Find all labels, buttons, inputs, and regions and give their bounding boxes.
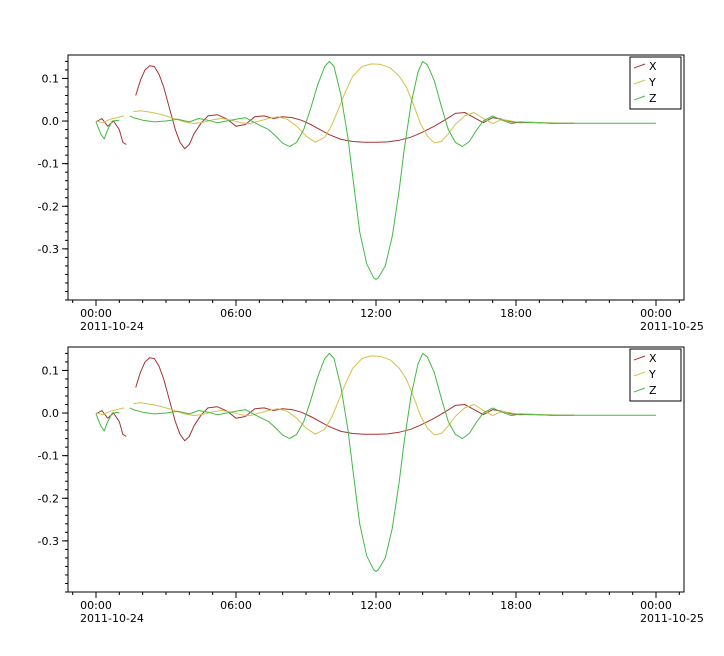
legend-label-Z: Z	[649, 384, 657, 397]
x-tick-label: 00:00	[80, 599, 112, 612]
chart-panel-0: 00:00 06:00 12:00 18:00 00:00 0.1 0.0 -0.1 -0.2 -…	[38, 54, 704, 333]
series-line-Y	[95, 355, 575, 436]
x-tick-label: 06:00	[220, 307, 252, 320]
x-tick-label: 00:00	[80, 307, 112, 320]
y-tick-label: 0.0	[42, 115, 60, 128]
legend-swatch-Z	[633, 387, 646, 393]
x-tick-label: 00:00	[640, 599, 672, 612]
axes-frame	[67, 346, 685, 593]
series-line-Y	[95, 63, 575, 144]
legend-label-Y: Y	[648, 76, 656, 89]
legend-swatch-X	[633, 63, 646, 69]
x-date-right: 2011-10-25	[640, 612, 704, 625]
legend-swatch-Z	[633, 95, 646, 101]
x-tick-label: 06:00	[220, 599, 252, 612]
series-line-X	[95, 357, 575, 442]
legend-box	[629, 56, 682, 110]
series-line-Z	[95, 352, 656, 572]
y-tick-label: -0.3	[38, 243, 59, 256]
legend-swatch-X	[633, 355, 646, 361]
x-date-right: 2011-10-25	[640, 320, 704, 333]
legend-swatch-Y	[633, 371, 646, 377]
y-tick-label: -0.3	[38, 535, 59, 548]
x-date-left: 2011-10-24	[80, 612, 144, 625]
y-tick-label: -0.2	[38, 492, 59, 505]
y-tick-label: 0.1	[42, 364, 60, 377]
axes-frame	[67, 54, 685, 301]
legend-label-X: X	[649, 60, 657, 73]
y-tick-label: -0.2	[38, 200, 59, 213]
chart-panel-1: 00:00 06:00 12:00 18:00 00:00 0.1 0.0 -0.1 -0.2 -…	[38, 346, 704, 625]
y-tick-label: 0.0	[42, 407, 60, 420]
x-date-left: 2011-10-24	[80, 320, 144, 333]
y-tick-label: -0.1	[38, 158, 59, 171]
legend-label-Z: Z	[649, 92, 657, 105]
x-tick-label: 18:00	[500, 599, 532, 612]
series-line-Z	[95, 60, 656, 280]
series-line-X	[95, 65, 575, 150]
x-tick-label: 00:00	[640, 307, 672, 320]
y-tick-label: 0.1	[42, 72, 60, 85]
x-tick-label: 12:00	[360, 599, 392, 612]
legend-label-Y: Y	[648, 368, 656, 381]
x-tick-label: 18:00	[500, 307, 532, 320]
legend-label-X: X	[649, 352, 657, 365]
legend-swatch-Y	[633, 79, 646, 85]
y-tick-label: -0.1	[38, 450, 59, 463]
x-tick-label: 12:00	[360, 307, 392, 320]
legend-box	[629, 348, 682, 402]
